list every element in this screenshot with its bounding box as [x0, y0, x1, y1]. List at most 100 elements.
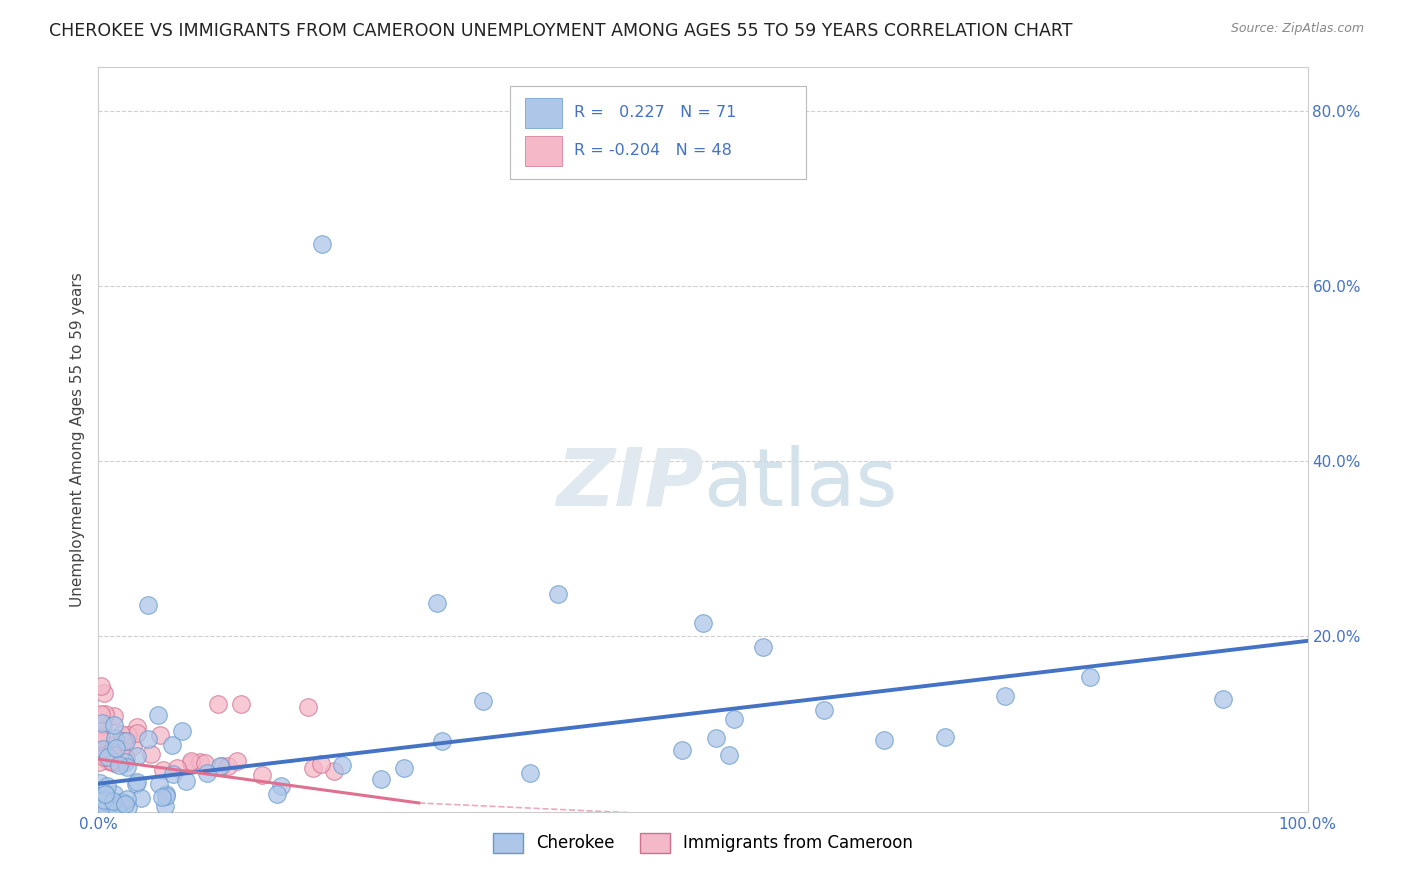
- Point: [174, 774, 197, 789]
- Point: [94, 706, 117, 721]
- Point: [110, 796, 132, 810]
- Point: [104, 801, 127, 815]
- Point: [105, 755, 128, 769]
- Point: [90, 789, 112, 803]
- Point: [93, 742, 115, 756]
- Point: [90, 784, 112, 798]
- Text: CHEROKEE VS IMMIGRANTS FROM CAMEROON UNEMPLOYMENT AMONG AGES 55 TO 59 YEARS CORR: CHEROKEE VS IMMIGRANTS FROM CAMEROON UNE…: [49, 22, 1073, 40]
- Point: [934, 731, 956, 745]
- Point: [252, 768, 274, 782]
- Point: [111, 733, 134, 747]
- Point: [322, 764, 344, 778]
- Point: [93, 793, 115, 807]
- Point: [114, 733, 136, 747]
- Point: [108, 757, 131, 772]
- Point: [519, 766, 541, 780]
- Text: Source: ZipAtlas.com: Source: ZipAtlas.com: [1230, 22, 1364, 36]
- Text: atlas: atlas: [703, 445, 897, 523]
- Point: [96, 779, 118, 793]
- Text: ZIP: ZIP: [555, 445, 703, 523]
- Point: [266, 787, 288, 801]
- Point: [194, 756, 217, 770]
- Point: [112, 795, 135, 809]
- Point: [162, 767, 184, 781]
- Point: [994, 689, 1017, 703]
- Point: [105, 741, 128, 756]
- Point: [309, 757, 332, 772]
- Text: R =   0.227   N = 71: R = 0.227 N = 71: [574, 105, 735, 120]
- Point: [225, 754, 247, 768]
- Point: [270, 779, 292, 793]
- Point: [100, 747, 122, 761]
- Point: [110, 727, 132, 741]
- Point: [94, 786, 117, 800]
- Point: [117, 800, 139, 814]
- Point: [873, 733, 896, 747]
- Point: [207, 697, 229, 711]
- Point: [127, 725, 149, 739]
- Point: [122, 739, 145, 753]
- Point: [370, 772, 392, 786]
- Point: [150, 790, 173, 805]
- Point: [547, 587, 569, 601]
- Point: [297, 700, 319, 714]
- Bar: [526, 98, 561, 128]
- Point: [101, 794, 124, 808]
- Point: [89, 731, 111, 746]
- Point: [392, 761, 415, 775]
- Point: [114, 797, 136, 811]
- Point: [472, 693, 495, 707]
- Point: [96, 754, 118, 768]
- Point: [131, 791, 153, 805]
- Point: [91, 742, 114, 756]
- Point: [107, 754, 129, 768]
- Point: [813, 703, 835, 717]
- Point: [105, 803, 128, 817]
- Point: [166, 761, 188, 775]
- Point: [89, 776, 111, 790]
- Point: [1212, 692, 1234, 706]
- Bar: [526, 136, 561, 166]
- Point: [138, 732, 160, 747]
- Point: [93, 749, 115, 764]
- Point: [146, 708, 169, 723]
- Point: [115, 792, 138, 806]
- Point: [162, 738, 184, 752]
- Point: [148, 777, 170, 791]
- Point: [115, 760, 138, 774]
- Point: [180, 756, 202, 770]
- Point: [103, 756, 125, 771]
- Point: [149, 728, 172, 742]
- Point: [103, 709, 125, 723]
- Point: [152, 763, 174, 777]
- Point: [139, 747, 162, 761]
- Point: [211, 759, 233, 773]
- Point: [96, 801, 118, 815]
- Point: [87, 756, 110, 770]
- Point: [125, 720, 148, 734]
- Point: [125, 775, 148, 789]
- Point: [90, 795, 112, 809]
- Point: [125, 777, 148, 791]
- Point: [97, 750, 120, 764]
- Point: [100, 800, 122, 814]
- Point: [153, 798, 176, 813]
- Point: [108, 745, 131, 759]
- Point: [93, 686, 115, 700]
- Point: [94, 787, 117, 801]
- Point: [125, 749, 148, 764]
- FancyBboxPatch shape: [509, 86, 806, 178]
- Point: [136, 598, 159, 612]
- Point: [723, 713, 745, 727]
- Point: [115, 751, 138, 765]
- Point: [155, 789, 177, 803]
- Point: [671, 743, 693, 757]
- Point: [103, 739, 125, 753]
- Point: [100, 754, 122, 768]
- Point: [90, 728, 112, 742]
- Point: [91, 717, 114, 731]
- Point: [172, 723, 194, 738]
- Point: [180, 755, 202, 769]
- Point: [117, 728, 139, 742]
- Point: [90, 706, 112, 721]
